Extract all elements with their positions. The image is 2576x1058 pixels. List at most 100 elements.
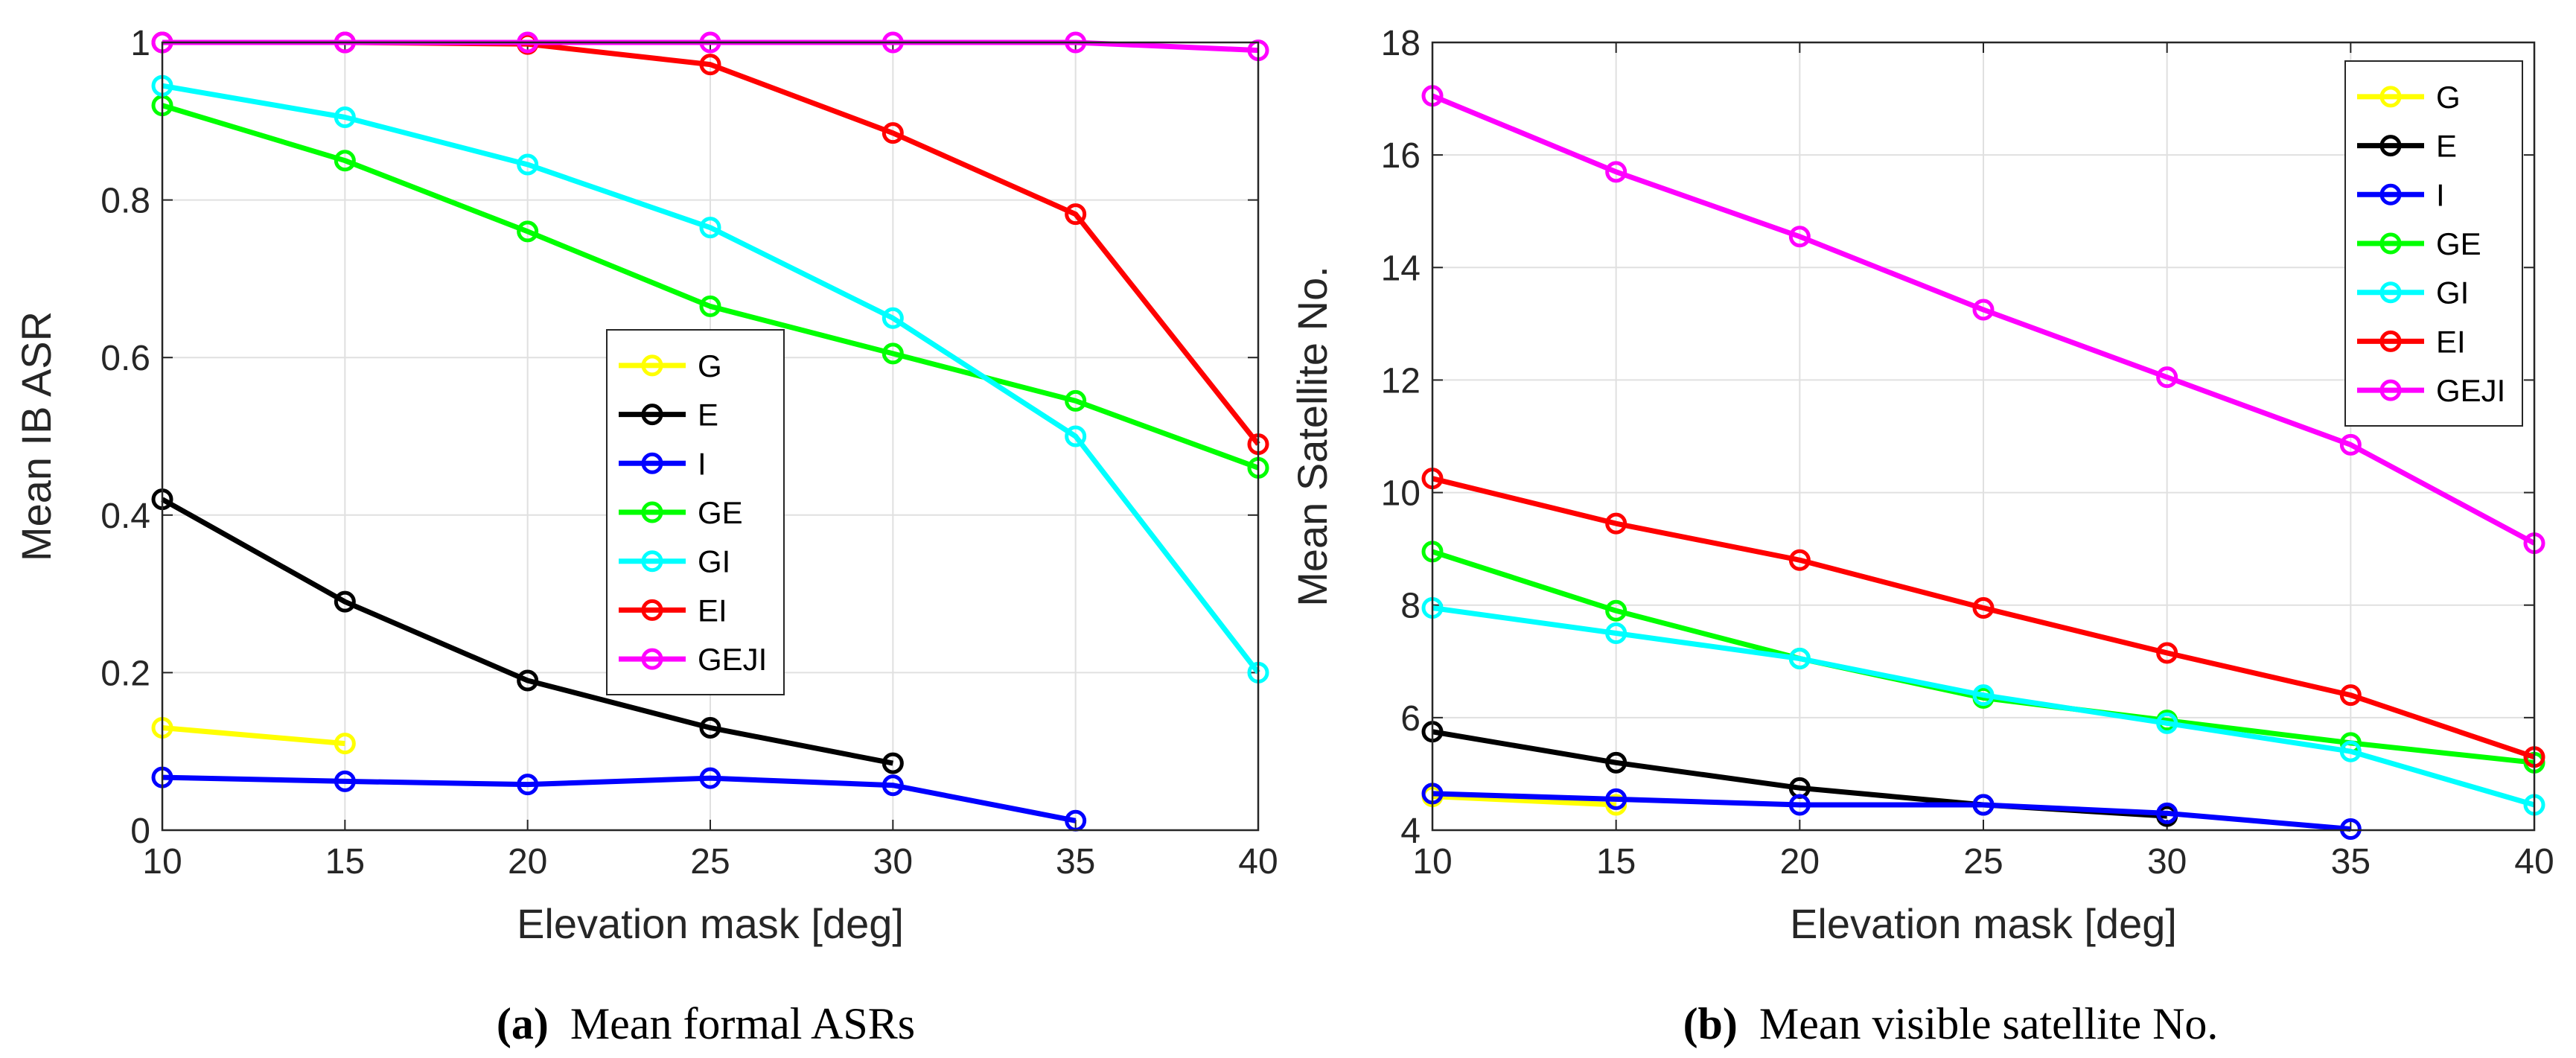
legend-label-i: I (698, 446, 707, 481)
caption-a: (a) Mean formal ASRs (497, 999, 915, 1048)
legend-marker-i (641, 452, 663, 474)
legend-marker-ei (2379, 330, 2402, 352)
data-point-i (881, 774, 904, 797)
y-tick-label: 0.4 (101, 497, 150, 536)
y-tick-label: 4 (1400, 812, 1421, 851)
y-tick-label: 18 (1381, 24, 1421, 63)
data-point-ge (699, 295, 721, 317)
legend-marker-geji (2379, 379, 2402, 401)
data-point-ge (334, 150, 356, 172)
x-tick-label: 40 (2514, 842, 2554, 882)
series-line-ge (161, 103, 1260, 471)
caption-b-text: Mean visible satellite No. (1759, 999, 2219, 1048)
axes-box (161, 41, 1260, 832)
legend-label-ei: EI (698, 593, 727, 628)
data-point-e (699, 716, 721, 739)
legend-marker-geji (641, 648, 663, 670)
x-axis-label: Elevation mask [deg] (517, 900, 904, 947)
legend-label-ei: EI (2436, 324, 2466, 359)
legend-label-gi: GI (2436, 275, 2469, 310)
x-tick-label: 15 (1596, 842, 1636, 882)
data-point-geji (1972, 299, 1995, 321)
caption-a-label: (a) (497, 999, 549, 1048)
y-tick-label: 12 (1381, 361, 1421, 401)
data-point-i (2339, 818, 2362, 840)
legend-marker-g (641, 354, 663, 377)
legend-marker-ge (2379, 232, 2402, 255)
data-point-ei (1972, 596, 1995, 619)
y-axis-label: Mean Satellite No. (1289, 266, 1336, 607)
x-axis-label: Elevation mask [deg] (1790, 900, 2177, 947)
series-line-ei (1432, 476, 2536, 760)
caption-b: (b) Mean visible satellite No. (1683, 999, 2219, 1048)
x-tick-label: 20 (508, 842, 547, 882)
x-tick-label: 20 (1780, 842, 1820, 882)
data-point-geji (2156, 366, 2178, 389)
data-point-gi (699, 217, 721, 239)
series-line-g (162, 724, 345, 747)
data-point-e (881, 752, 904, 774)
y-tick-label: 14 (1381, 249, 1421, 288)
data-point-ei (1065, 203, 1087, 226)
legend-label-geji: GEJI (698, 642, 767, 677)
data-point-ei (2339, 684, 2362, 707)
x-tick-label: 10 (1412, 842, 1452, 882)
data-point-i (334, 770, 356, 792)
legend-marker-g (2379, 86, 2402, 108)
y-tick-label: 10 (1381, 474, 1421, 514)
legend-label-g: G (2436, 80, 2461, 115)
data-point-geji (1788, 226, 1811, 248)
legend-label-g: G (698, 348, 722, 383)
chart-panel-a: 10 15 20 25 30 35 40 0 0.2 0.4 0.6 0.8 1 Elevation ma… (13, 24, 1278, 947)
data-point-e (334, 590, 356, 613)
data-point-i (1972, 794, 1995, 816)
data-point-ge (517, 220, 539, 243)
legend-label-ge: GE (2436, 226, 2481, 261)
data-point-gi (1065, 425, 1087, 447)
x-tick-label: 15 (325, 842, 365, 882)
legend-marker-gi (2379, 281, 2402, 304)
legend-label-geji: GEJI (2436, 373, 2505, 408)
legend-marker-i (2379, 183, 2402, 205)
y-axis-label: Mean IB ASR (13, 311, 60, 561)
legend-marker-e (641, 404, 663, 426)
legend-label-e: E (698, 398, 718, 433)
legend-label-e: E (2436, 129, 2457, 164)
y-tick-label: 6 (1400, 699, 1421, 739)
data-point-ei (699, 54, 721, 76)
y-tick-label: 8 (1400, 587, 1421, 626)
caption-a-text: Mean formal ASRs (570, 999, 915, 1048)
legend-label-gi: GI (698, 544, 730, 579)
data-point-e (1605, 751, 1627, 774)
legend-marker-ei (641, 599, 663, 621)
data-point-geji (1605, 161, 1627, 183)
x-tick-label: 10 (142, 842, 182, 882)
data-point-gi (334, 106, 356, 129)
legend-marker-e (2379, 135, 2402, 157)
data-point-gi (881, 307, 904, 329)
data-point-ei (1788, 549, 1811, 571)
data-point-g (334, 733, 356, 755)
series-line-geji (1431, 93, 2536, 546)
x-tick-label: 25 (690, 842, 730, 882)
y-tick-label: 0.8 (101, 182, 150, 221)
data-point-ge (881, 342, 904, 365)
data-point-i (1605, 788, 1627, 810)
data-point-ge (1065, 389, 1087, 412)
data-point-gi (517, 153, 539, 176)
series-line-gi (1432, 605, 2535, 808)
legend-label-ge: GE (698, 495, 743, 530)
caption-b-label: (b) (1683, 999, 1738, 1048)
data-point-ei (881, 122, 904, 144)
series-line-g (1432, 794, 1616, 808)
y-tick-label: 0.2 (101, 654, 150, 693)
legend-marker-gi (641, 550, 663, 573)
data-point-i (1788, 794, 1811, 816)
x-tick-label: 35 (2331, 842, 2371, 882)
y-tick-label: 16 (1381, 136, 1421, 176)
data-point-gi (1605, 622, 1627, 644)
data-point-gi (2156, 712, 2178, 734)
y-tick-label: 1 (130, 24, 150, 63)
data-point-i (2156, 802, 2178, 824)
